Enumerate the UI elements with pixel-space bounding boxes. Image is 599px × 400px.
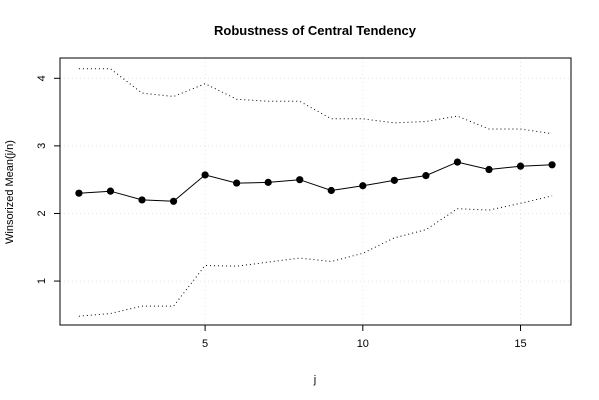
data-point [359, 182, 367, 190]
plot-frame [59, 57, 572, 326]
y-axis-label: Winsorized Mean(j/n) [4, 140, 16, 244]
y-tick-label: 1 [36, 278, 48, 284]
data-point [548, 161, 556, 169]
data-point [138, 196, 146, 204]
data-point [169, 197, 178, 205]
data-point [453, 158, 462, 166]
data-point [233, 179, 241, 187]
axes: 5 10 15 1 2 3 4 [36, 75, 527, 350]
x-axis-label: j [313, 374, 316, 386]
data-point [264, 178, 272, 186]
y-tick-label: 4 [36, 75, 48, 81]
y-tick-label: 3 [36, 143, 48, 149]
x-tick-label: 15 [514, 338, 526, 350]
grid [60, 58, 571, 325]
y-tick-label: 2 [36, 210, 48, 216]
chart-title: Robustness of Central Tendency [214, 23, 417, 38]
data-point [327, 186, 335, 195]
series-layer [75, 68, 556, 317]
x-tick-label: 10 [357, 338, 369, 350]
winsorized-mean-line [78, 161, 553, 202]
data-point [296, 176, 304, 184]
x-tick-label: 5 [202, 338, 208, 350]
data-point [201, 171, 209, 179]
data-point [75, 189, 83, 197]
data-point [485, 165, 493, 174]
data-point [390, 176, 398, 184]
data-point [422, 172, 430, 180]
data-point [106, 187, 115, 195]
data-point [516, 162, 525, 170]
